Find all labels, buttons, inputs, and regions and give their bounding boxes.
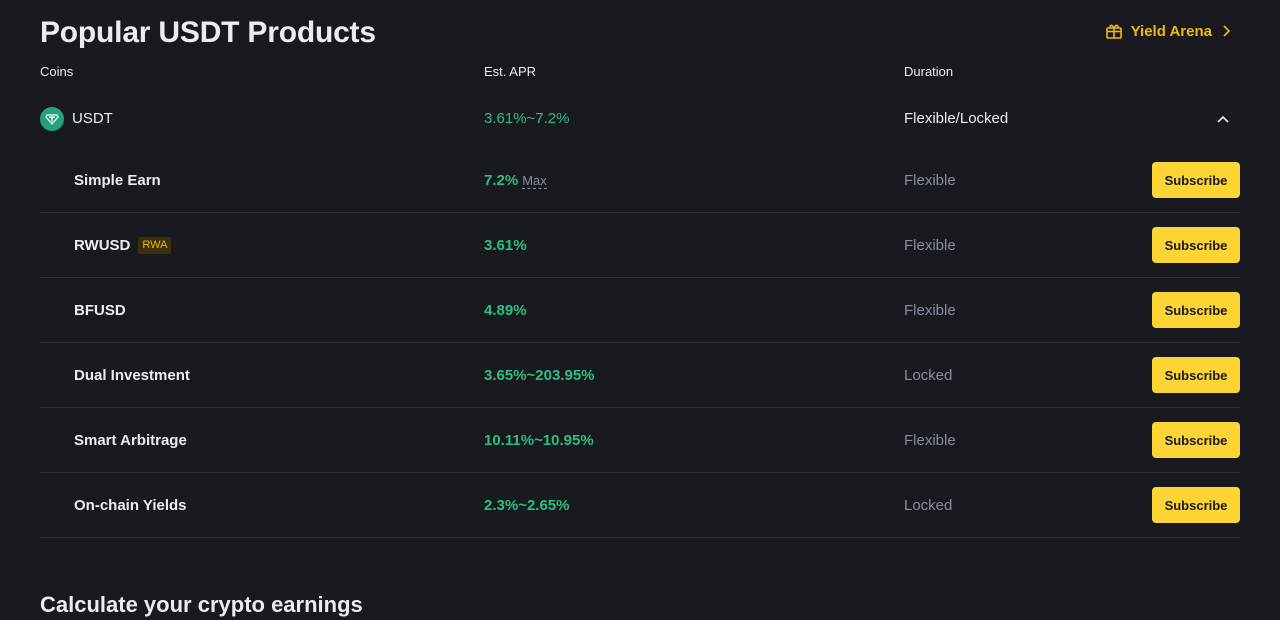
product-name: Simple Earn [74,172,161,189]
coin-duration: Flexible/Locked [904,110,1009,127]
product-duration: Flexible [904,302,956,319]
coin-apr: 3.61%~7.2% [484,110,570,127]
yield-arena-label: Yield Arena [1130,22,1212,40]
apr-max-note[interactable]: Max [522,173,547,189]
rwa-tag: RWA [138,237,172,254]
product-apr: 2.3%~2.65% [484,497,570,514]
tether-icon [40,107,64,131]
subscribe-button[interactable]: Subscribe [1152,162,1240,198]
product-apr: 3.61% [484,237,527,254]
gift-box-icon [1105,22,1123,40]
product-row-bfusd: BFUSD 4.89% Flexible Subscribe [40,278,1240,343]
subscribe-button[interactable]: Subscribe [1152,292,1240,328]
column-header-coins: Coins [40,64,74,79]
product-name: RWUSD [74,237,131,254]
product-name: Smart Arbitrage [74,432,187,449]
coin-row-usdt[interactable]: USDT 3.61%~7.2% Flexible/Locked [40,98,1240,140]
product-duration: Locked [904,497,953,514]
page-title: Popular USDT Products [40,16,376,49]
chevron-right-icon [1220,24,1232,38]
product-duration: Flexible [904,237,956,254]
subscribe-button[interactable]: Subscribe [1152,422,1240,458]
product-name: Dual Investment [74,367,190,384]
product-apr: 3.65%~203.95% [484,367,595,384]
calculator-title: Calculate your crypto earnings [40,592,363,617]
coin-name: USDT [72,110,113,127]
product-row-smart-arbitrage: Smart Arbitrage 10.11%~10.95% Flexible S… [40,408,1240,473]
product-duration: Flexible [904,432,956,449]
yield-arena-link[interactable]: Yield Arena [1105,22,1232,40]
product-name: BFUSD [74,302,126,319]
product-duration: Locked [904,367,953,384]
product-row-simple-earn: Simple Earn 7.2% Max Flexible Subscribe [40,148,1240,213]
product-apr: 7.2% [484,172,519,189]
product-row-rwusd: RWUSD RWA 3.61% Flexible Subscribe [40,213,1240,278]
product-row-on-chain-yields: On-chain Yields 2.3%~2.65% Locked Subscr… [40,473,1240,538]
product-list: Simple Earn 7.2% Max Flexible Subscribe R… [40,148,1240,538]
column-header-apr: Est. APR [484,64,537,79]
column-header-duration: Duration [904,64,954,79]
subscribe-button[interactable]: Subscribe [1152,357,1240,393]
product-apr: 4.89% [484,302,527,319]
product-duration: Flexible [904,172,956,189]
product-row-dual-investment: Dual Investment 3.65%~203.95% Locked Sub… [40,343,1240,408]
chevron-up-icon[interactable] [1216,111,1230,129]
subscribe-button[interactable]: Subscribe [1152,227,1240,263]
subscribe-button[interactable]: Subscribe [1152,487,1240,523]
product-name: On-chain Yields [74,497,187,514]
product-apr: 10.11%~10.95% [484,432,594,449]
